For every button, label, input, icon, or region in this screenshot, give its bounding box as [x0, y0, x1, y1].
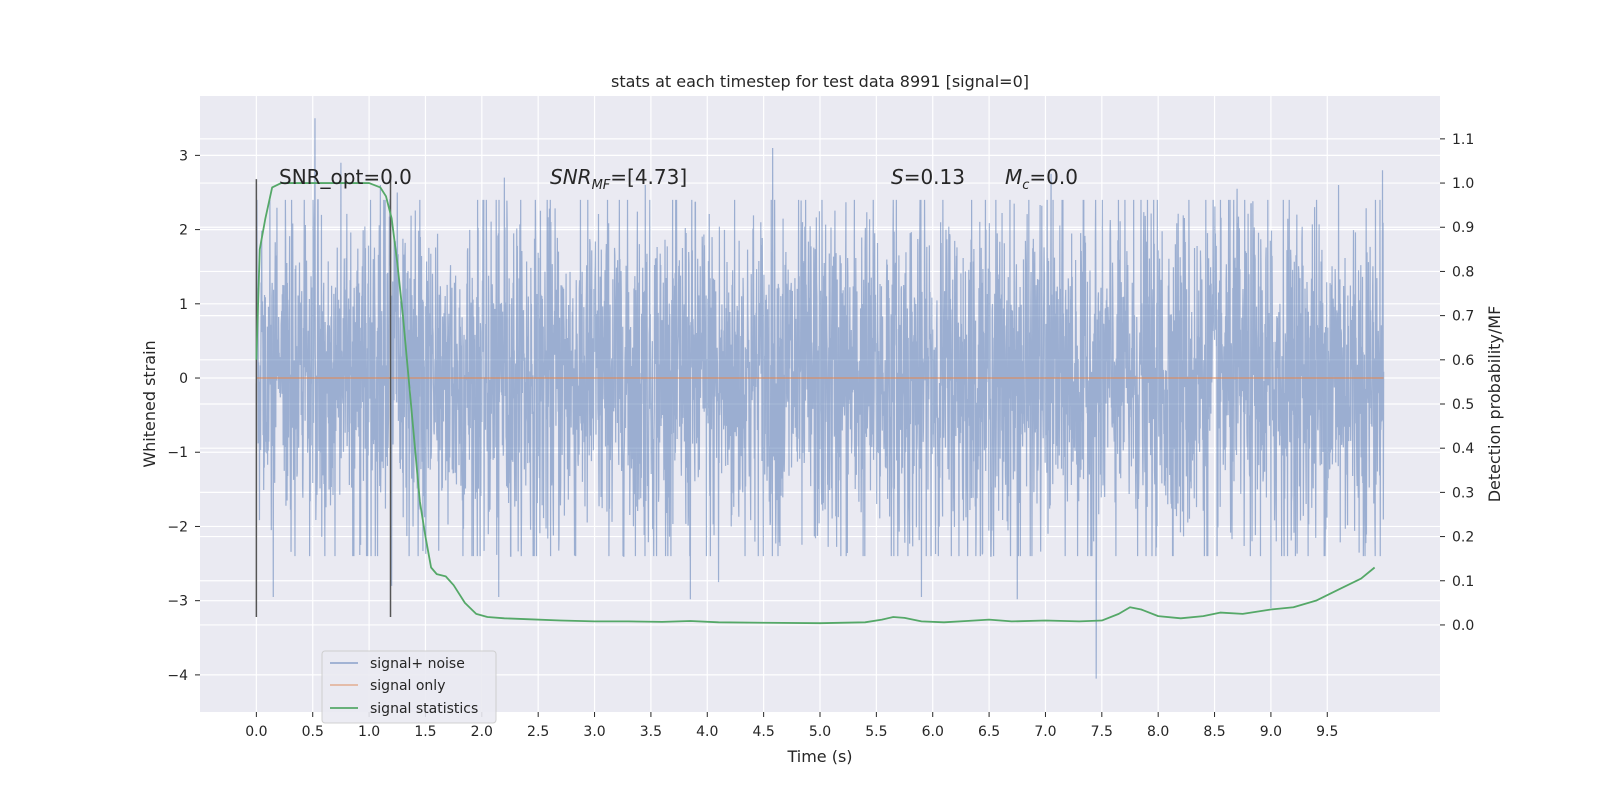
y2-tick-label: 0.3: [1452, 485, 1474, 501]
x-tick-label: 1.0: [358, 724, 380, 740]
x-tick-label: 8.5: [1203, 724, 1225, 740]
x-tick-label: 4.5: [753, 724, 775, 740]
signal-statistics-series: [255, 182, 1376, 625]
y2-tick-label: 0.6: [1452, 353, 1474, 369]
y2-tick-labels: 1.1 1.0 0.9 0.8 0.7 0.6 0.5 0.4 0.3 0.2 0.1 0.0: [1440, 132, 1474, 634]
x-tick-label: 1.5: [414, 724, 436, 740]
x-tick-label: 6.0: [922, 724, 944, 740]
legend-label-noise: signal+ noise: [370, 656, 465, 672]
y2-tick-label: 0.8: [1452, 264, 1474, 280]
y-tick-label: 2: [179, 223, 188, 239]
y2-tick-label: 0.7: [1452, 309, 1474, 325]
y-tick-label: 3: [179, 148, 188, 164]
y-tick-label: 1: [179, 297, 188, 313]
statistics-line: [255, 182, 1376, 625]
x-tick-label: 9.5: [1316, 724, 1338, 740]
annotation-mc: Mc=0.0: [1005, 165, 1078, 193]
snr-mf-main: SNR: [550, 165, 592, 189]
legend-box: [321, 650, 497, 724]
y-tick-label: −3: [167, 594, 188, 610]
vline-layer: [255, 179, 392, 618]
legend: signal+ noise signal only signal statist…: [321, 650, 497, 724]
annotation-snr-opt: SNR_opt=0.0: [279, 165, 412, 189]
annotation-snr-mf: SNRMF=[4.73]: [550, 165, 687, 193]
snr-mf-value: =[4.73]: [610, 165, 687, 189]
mc-main: M: [1005, 165, 1022, 189]
x-tick-label: 0.0: [245, 724, 267, 740]
y2-tick-label: 0.4: [1452, 441, 1474, 457]
y2-tick-label: 0.0: [1452, 618, 1474, 634]
legend-label-statistics: signal statistics: [370, 701, 478, 717]
y-tick-label: 0: [179, 371, 188, 387]
snr-mf-sub: MF: [592, 178, 611, 193]
x-tick-label: 3.0: [583, 724, 605, 740]
s-value: =0.13: [904, 165, 965, 189]
x-tick-label: 7.0: [1034, 724, 1056, 740]
mc-sub: c: [1022, 178, 1029, 193]
mc-value: =0.0: [1029, 165, 1078, 189]
s-main: S: [891, 165, 904, 189]
y-axis-label: Whitened strain: [140, 340, 159, 467]
y2-axis-label: Detection probability/MF: [1485, 306, 1504, 503]
x-tick-label: 9.0: [1260, 724, 1282, 740]
x-tick-label: 2.0: [471, 724, 493, 740]
x-tick-label: 6.5: [978, 724, 1000, 740]
x-tick-label: 2.5: [527, 724, 549, 740]
annotation-s: S=0.13: [891, 165, 965, 189]
y-tick-label: −2: [167, 519, 188, 535]
y-tick-label: −4: [167, 668, 188, 684]
x-tick-label: 3.5: [640, 724, 662, 740]
y-tick-label: −1: [167, 445, 188, 461]
x-tick-label: 7.5: [1091, 724, 1113, 740]
x-tick-label: 0.5: [302, 724, 324, 740]
noise-line: [255, 118, 1385, 679]
x-tick-label: 8.0: [1147, 724, 1169, 740]
x-tick-label: 5.0: [809, 724, 831, 740]
x-tick-label: 4.0: [696, 724, 718, 740]
y-tick-labels: 3 2 1 0 −1 −2 −3 −4: [167, 148, 200, 684]
chart-title: stats at each timestep for test data 899…: [611, 72, 1029, 91]
y2-tick-label: 0.5: [1452, 397, 1474, 413]
y2-tick-label: 0.1: [1452, 574, 1474, 590]
legend-label-signal: signal only: [370, 678, 445, 694]
y2-tick-label: 0.9: [1452, 220, 1474, 236]
x-axis-label: Time (s): [786, 747, 852, 766]
y2-tick-label: 1.0: [1452, 176, 1474, 192]
y2-tick-label: 1.1: [1452, 132, 1474, 148]
y2-tick-label: 0.2: [1452, 530, 1474, 546]
noise-series: [255, 118, 1385, 679]
x-tick-labels: 0.0 0.5 1.0 1.5 2.0 2.5 3.0 3.5 4.0 4.5 5.0 5.5 6.0 6…: [245, 712, 1338, 740]
x-tick-label: 5.5: [865, 724, 887, 740]
